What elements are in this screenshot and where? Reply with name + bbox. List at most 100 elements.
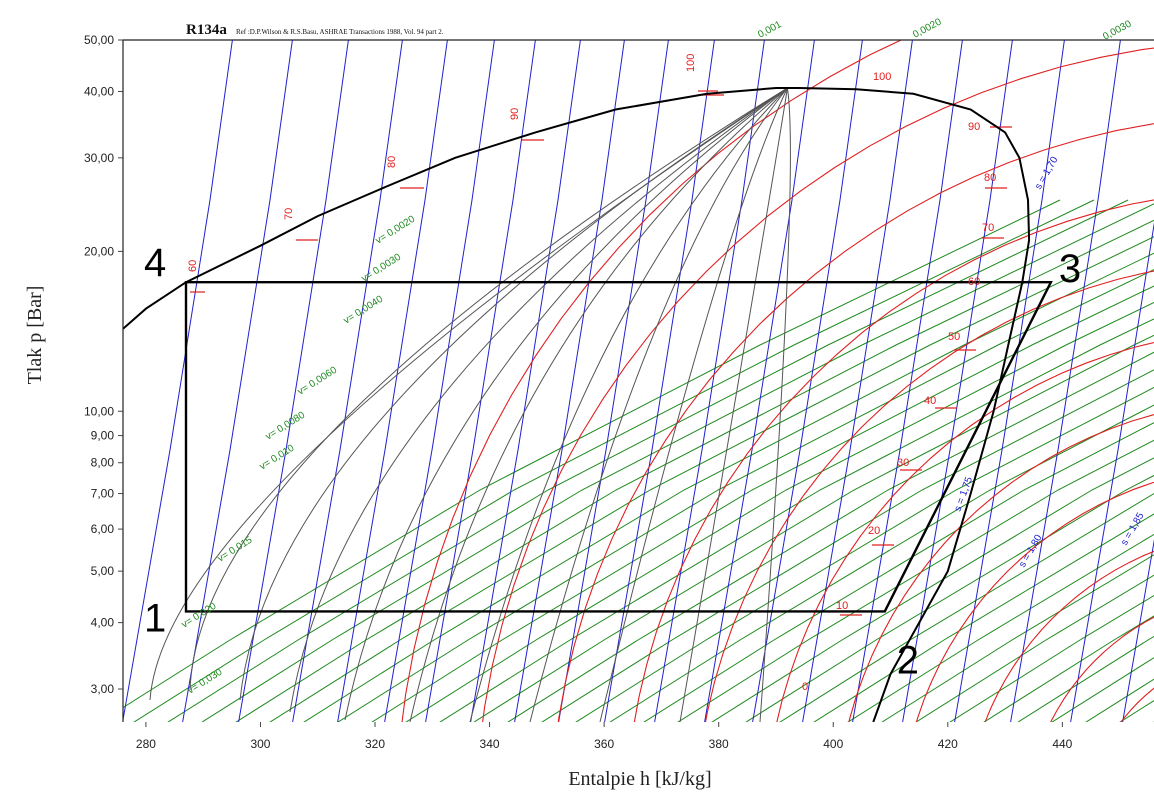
isochore-line xyxy=(405,301,1154,722)
isochore-line xyxy=(337,269,1154,722)
isochore-line xyxy=(949,595,1154,722)
isochore-line xyxy=(915,574,1154,722)
isochore-line xyxy=(371,285,1154,722)
isentrope-line xyxy=(123,40,233,722)
isochore-line xyxy=(167,199,1129,722)
isotherm-label: 70 xyxy=(982,222,994,234)
y-tick-label: 9,00 xyxy=(91,429,115,443)
quality-line xyxy=(344,87,788,721)
quality-line xyxy=(469,87,788,722)
isochore-line xyxy=(983,615,1154,722)
quality-line xyxy=(289,87,788,713)
y-tick-label: 4,00 xyxy=(91,616,115,630)
chart-reference: Ref :D.P.Wilson & R.S.Basu, ASHRAE Trans… xyxy=(236,28,444,36)
isentrope-line xyxy=(1010,40,1121,722)
isotherm-line xyxy=(1120,687,1154,722)
y-tick-label: 3,00 xyxy=(91,682,115,696)
isentrope-line xyxy=(902,40,1013,722)
isochore-line xyxy=(609,404,1154,722)
quality-line xyxy=(679,87,788,722)
isochore-line xyxy=(643,422,1154,722)
isotherm-line xyxy=(704,270,1154,722)
isochore-line xyxy=(201,203,1154,722)
isentrope-line xyxy=(604,40,715,722)
quality-line xyxy=(759,87,791,722)
isochore-line xyxy=(269,236,1154,722)
y-tick-label: 30,00 xyxy=(84,151,114,165)
isotherm-label: 10 xyxy=(836,600,848,612)
y-axis-ticks: 3,00 4,00 5,00 6,00 7,00 8,00 9,00 10,00 20,00 30… xyxy=(84,33,123,696)
cycle-point-label-4: 4 xyxy=(144,241,166,285)
cycle-point-label-2: 2 xyxy=(897,638,919,682)
isochore-line xyxy=(677,439,1154,722)
isotherm-line xyxy=(401,40,903,722)
isentrope-line xyxy=(292,40,403,722)
isentrope-line xyxy=(654,40,765,722)
x-tick-label: 380 xyxy=(709,737,729,751)
x-tick-label: 360 xyxy=(594,737,614,751)
saturation-temp-label: 60 xyxy=(187,260,199,272)
x-tick-label: 340 xyxy=(480,737,500,751)
isentrope-line xyxy=(954,40,1065,722)
isentrope-line xyxy=(384,40,495,722)
refrigeration-cycle-layer xyxy=(184,281,1053,613)
isentrope-line xyxy=(238,40,349,722)
isotherm-line xyxy=(915,481,1154,722)
saturation-temp-label: 70 xyxy=(283,208,295,220)
isotherm-label: 100 xyxy=(873,71,891,83)
plot-area xyxy=(123,40,1154,722)
isotherm-line xyxy=(776,342,1154,722)
x-axis-title: Entalpie h [kJ/kg] xyxy=(568,768,711,790)
saturated-vapor-line xyxy=(776,87,1031,722)
x-tick-label: 400 xyxy=(823,737,843,751)
isochore-label: 0,0020 xyxy=(911,16,944,40)
x-tick-label: 440 xyxy=(1052,737,1072,751)
y-tick-label: 7,00 xyxy=(91,487,115,501)
isentrope-line xyxy=(470,40,581,722)
isentrope-line xyxy=(1122,538,1154,722)
chart-title: R134a xyxy=(186,22,227,38)
isochore-line xyxy=(745,474,1154,722)
cycle-point-labels: 1 2 3 4 xyxy=(144,241,1081,682)
isentrope-line xyxy=(1070,221,1154,722)
isochore-line xyxy=(711,457,1154,722)
saturation-temp-label: 100 xyxy=(685,54,697,72)
y-tick-label: 6,00 xyxy=(91,522,115,536)
isochore-label: 0,0030 xyxy=(1101,18,1134,42)
refrigeration-cycle xyxy=(184,281,1053,613)
isentrope-line xyxy=(514,40,625,722)
isochore-line xyxy=(779,493,1154,722)
x-tick-label: 420 xyxy=(938,737,958,751)
saturation-temp-label: 80 xyxy=(386,156,398,168)
isochore-line xyxy=(439,318,1154,722)
isentrope-line xyxy=(752,40,863,722)
quality-line xyxy=(409,87,788,722)
isochore-line xyxy=(123,199,1061,709)
y-tick-label: 8,00 xyxy=(91,456,115,470)
isentrope-line xyxy=(558,40,669,722)
isentrope-line xyxy=(182,40,293,722)
isochore-line xyxy=(881,554,1154,722)
isochore-label: 0,001 xyxy=(756,19,784,41)
x-tick-label: 320 xyxy=(365,737,385,751)
isotherm-line xyxy=(1050,616,1154,722)
quality-line xyxy=(529,87,788,722)
isotherm-label: 30 xyxy=(897,457,909,469)
quality-line xyxy=(239,87,788,701)
isochore-line xyxy=(813,513,1154,722)
isotherm-label: 60 xyxy=(968,276,980,288)
quality-line xyxy=(599,87,788,722)
isentrope-line xyxy=(425,40,536,722)
y-tick-label: 20,00 xyxy=(84,244,114,258)
isentrope-line xyxy=(337,40,448,722)
saturation-temp-label: 90 xyxy=(509,108,521,120)
isochore-line xyxy=(541,369,1154,722)
saturation-curve-layer xyxy=(123,87,1031,722)
isochore-line xyxy=(133,199,1095,722)
isotherm-line xyxy=(633,199,1154,722)
y-tick-label: 50,00 xyxy=(84,33,114,47)
x-tick-label: 280 xyxy=(136,737,156,751)
saturated-liquid-line xyxy=(123,87,777,330)
cycle-point-label-1: 1 xyxy=(144,596,166,640)
y-tick-label: 5,00 xyxy=(91,564,115,578)
